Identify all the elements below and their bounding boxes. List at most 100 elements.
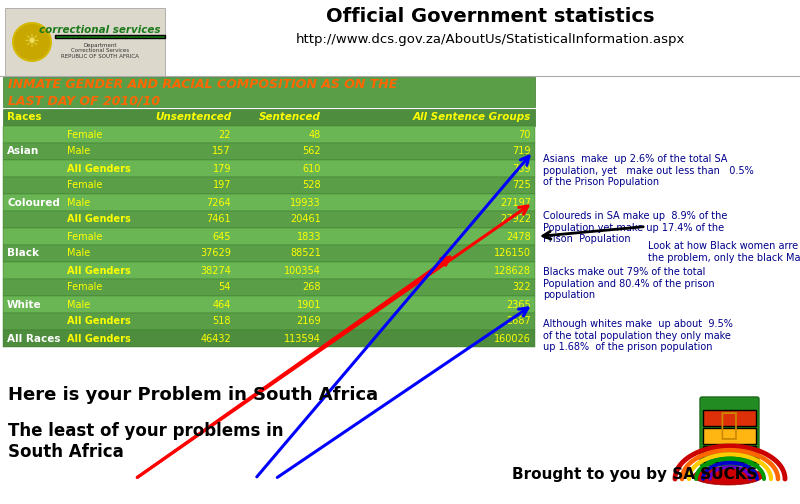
Text: All Genders: All Genders — [67, 334, 130, 344]
Ellipse shape — [693, 467, 763, 485]
Text: Female: Female — [67, 283, 102, 292]
Text: All Sentence Groups: All Sentence Groups — [413, 112, 531, 122]
FancyBboxPatch shape — [3, 330, 535, 347]
Text: ✊: ✊ — [720, 411, 738, 440]
Text: 322: 322 — [512, 283, 531, 292]
FancyBboxPatch shape — [3, 211, 535, 228]
Text: 70: 70 — [518, 130, 531, 140]
Text: 2687: 2687 — [506, 317, 531, 327]
Text: 645: 645 — [213, 231, 231, 241]
Text: 719: 719 — [513, 147, 531, 157]
Text: Male: Male — [67, 198, 90, 208]
Text: 2478: 2478 — [506, 231, 531, 241]
Text: Female: Female — [67, 231, 102, 241]
FancyBboxPatch shape — [700, 397, 759, 466]
Text: 2169: 2169 — [296, 317, 321, 327]
Text: 100354: 100354 — [284, 266, 321, 276]
FancyBboxPatch shape — [3, 194, 535, 211]
Text: Sentenced: Sentenced — [259, 112, 321, 122]
Text: 48: 48 — [309, 130, 321, 140]
Text: 1901: 1901 — [297, 299, 321, 309]
Text: 789: 789 — [513, 163, 531, 173]
Text: 38274: 38274 — [200, 266, 231, 276]
FancyBboxPatch shape — [703, 428, 756, 444]
Text: LAST DAY OF 2010/10: LAST DAY OF 2010/10 — [8, 95, 160, 107]
Text: All Genders: All Genders — [67, 215, 130, 224]
Text: 19933: 19933 — [290, 198, 321, 208]
FancyBboxPatch shape — [55, 35, 165, 38]
Text: 179: 179 — [213, 163, 231, 173]
Text: INMATE GENDER AND RACIAL COMPOSITION AS ON THE: INMATE GENDER AND RACIAL COMPOSITION AS … — [8, 79, 398, 92]
Text: 128628: 128628 — [494, 266, 531, 276]
Text: 528: 528 — [302, 180, 321, 191]
Text: White: White — [7, 299, 42, 309]
Text: 7264: 7264 — [206, 198, 231, 208]
Text: Look at how Black women arre not
the problem, only the black Males: Look at how Black women arre not the pro… — [648, 241, 800, 263]
Text: Although whites make  up about  9.5%
of the total population they only make
up 1: Although whites make up about 9.5% of th… — [543, 319, 733, 352]
Text: Male: Male — [67, 248, 90, 259]
Text: All Genders: All Genders — [67, 163, 130, 173]
Text: Brought to you by SA SUCKS: Brought to you by SA SUCKS — [512, 467, 758, 482]
Text: 610: 610 — [302, 163, 321, 173]
Text: 725: 725 — [512, 180, 531, 191]
FancyBboxPatch shape — [3, 143, 535, 160]
Text: 46432: 46432 — [200, 334, 231, 344]
FancyBboxPatch shape — [3, 126, 535, 143]
Text: 160026: 160026 — [494, 334, 531, 344]
Text: Department: Department — [83, 43, 117, 48]
FancyBboxPatch shape — [3, 262, 535, 279]
Text: http://www.dcs.gov.za/AboutUs/StatisticalInformation.aspx: http://www.dcs.gov.za/AboutUs/Statistica… — [295, 32, 685, 45]
Text: The least of your problems in
South Africa: The least of your problems in South Afri… — [8, 422, 283, 461]
Text: All Genders: All Genders — [67, 266, 130, 276]
Text: Races: Races — [7, 112, 42, 122]
Text: 27922: 27922 — [500, 215, 531, 224]
Text: Male: Male — [67, 147, 90, 157]
Text: correctional services: correctional services — [39, 25, 161, 35]
Text: Blacks make out 79% of the total
Population and 80.4% of the prison
population: Blacks make out 79% of the total Populat… — [543, 267, 714, 300]
Text: 464: 464 — [213, 299, 231, 309]
Text: 268: 268 — [302, 283, 321, 292]
FancyBboxPatch shape — [3, 160, 535, 177]
FancyBboxPatch shape — [703, 410, 756, 426]
Text: 27197: 27197 — [500, 198, 531, 208]
Text: Female: Female — [67, 180, 102, 191]
Text: 2365: 2365 — [506, 299, 531, 309]
Circle shape — [14, 24, 50, 60]
Text: 113594: 113594 — [284, 334, 321, 344]
Text: 7461: 7461 — [206, 215, 231, 224]
Text: 88521: 88521 — [290, 248, 321, 259]
Text: Coloured: Coloured — [7, 198, 60, 208]
FancyBboxPatch shape — [3, 296, 535, 313]
Text: Unsentenced: Unsentenced — [155, 112, 231, 122]
Text: Black: Black — [7, 248, 39, 259]
FancyBboxPatch shape — [3, 77, 535, 107]
Text: Coloureds in SA make up  8.9% of the
Population yet make up 17.4% of the
Prison : Coloureds in SA make up 8.9% of the Popu… — [543, 211, 727, 244]
Text: 20461: 20461 — [290, 215, 321, 224]
Circle shape — [12, 22, 52, 62]
Text: 37629: 37629 — [200, 248, 231, 259]
Text: All Races: All Races — [7, 334, 61, 344]
FancyBboxPatch shape — [3, 109, 535, 126]
FancyBboxPatch shape — [5, 8, 165, 76]
Text: 126150: 126150 — [494, 248, 531, 259]
FancyBboxPatch shape — [3, 279, 535, 296]
Text: All Genders: All Genders — [67, 317, 130, 327]
Text: 54: 54 — [218, 283, 231, 292]
FancyBboxPatch shape — [703, 446, 756, 462]
Text: Correctional Services: Correctional Services — [71, 48, 129, 53]
Text: 518: 518 — [213, 317, 231, 327]
Text: 562: 562 — [302, 147, 321, 157]
Text: Here is your Problem in South Africa: Here is your Problem in South Africa — [8, 386, 378, 404]
Text: ☀: ☀ — [24, 33, 40, 51]
FancyBboxPatch shape — [3, 313, 535, 330]
FancyBboxPatch shape — [3, 245, 535, 262]
Text: REPUBLIC OF SOUTH AFRICA: REPUBLIC OF SOUTH AFRICA — [61, 53, 139, 58]
Text: Female: Female — [67, 130, 102, 140]
Text: Official Government statistics: Official Government statistics — [326, 8, 654, 27]
FancyBboxPatch shape — [3, 177, 535, 194]
Text: 1833: 1833 — [297, 231, 321, 241]
Text: Asians  make  up 2.6% of the total SA
population, yet   make out less than   0.5: Asians make up 2.6% of the total SA popu… — [543, 154, 754, 187]
FancyBboxPatch shape — [3, 228, 535, 245]
Text: 22: 22 — [218, 130, 231, 140]
Text: Asian: Asian — [7, 147, 39, 157]
